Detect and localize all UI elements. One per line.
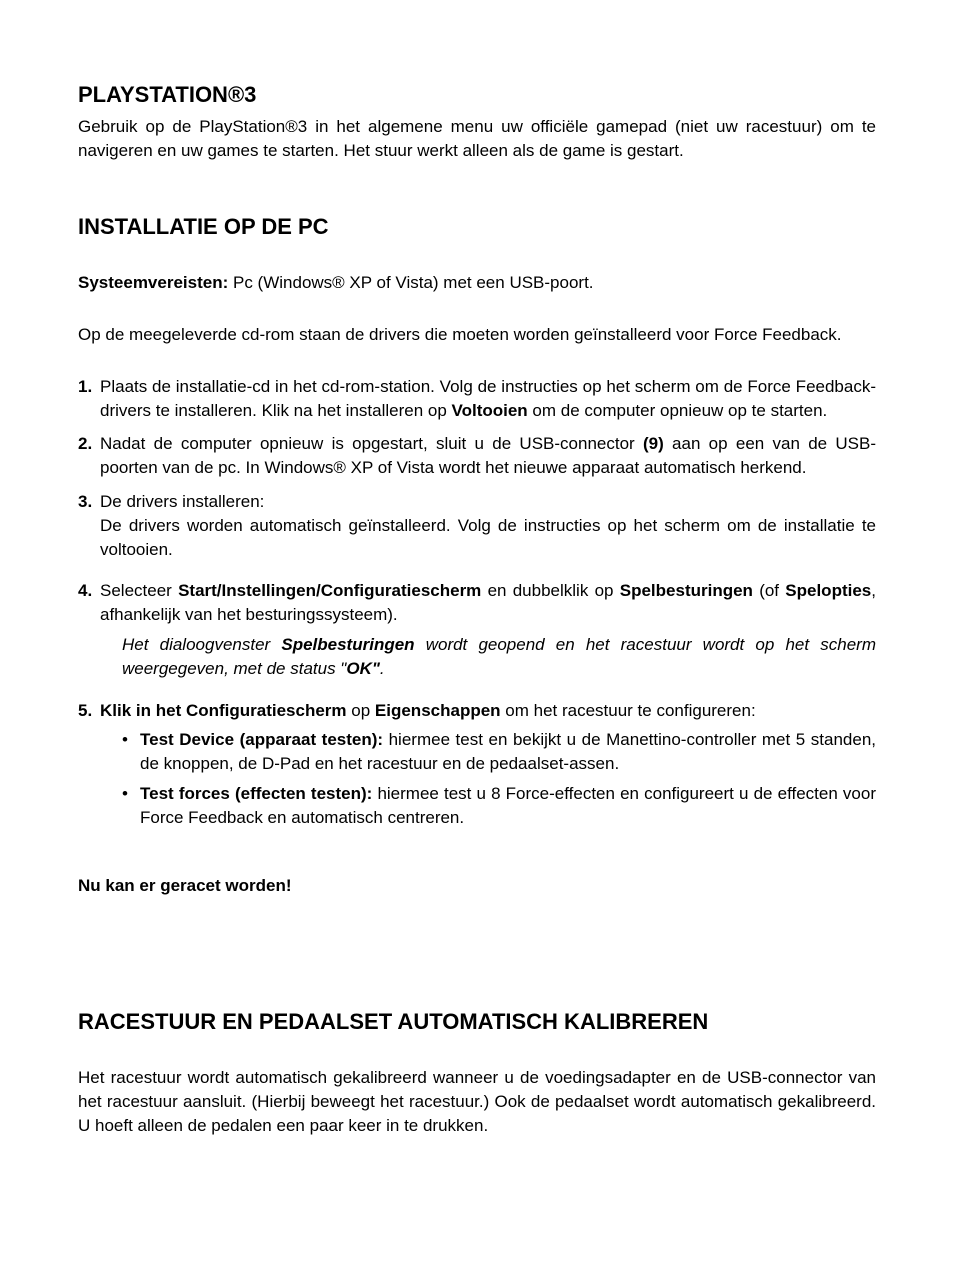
list-body: De drivers installeren: De drivers worde…	[100, 490, 876, 561]
section2-heading: INSTALLATIE OP DE PC	[78, 212, 876, 243]
bullet-2: • Test forces (effecten testen): hiermee…	[122, 782, 876, 830]
bullet-label: Test forces (effecten testen):	[140, 784, 372, 803]
text: (of	[753, 581, 785, 600]
item4-note: Het dialoogvenster Spelbesturingen wordt…	[122, 633, 876, 681]
text: De drivers installeren:	[100, 492, 264, 511]
list-body: Plaats de installatie-cd in het cd-rom-s…	[100, 375, 876, 423]
bold-text: Spelbesturingen	[620, 581, 753, 600]
text: om het racestuur te configureren:	[501, 701, 756, 720]
list-body: Nadat de computer opnieuw is opgestart, …	[100, 432, 876, 480]
text: Nadat de computer opnieuw is opgestart, …	[100, 434, 643, 453]
list-item-5: 5. Klik in het Configuratiescherm op Eig…	[78, 699, 876, 723]
bold-text: Klik in het Configuratiescherm	[100, 701, 347, 720]
section3-heading: RACESTUUR EN PEDAALSET AUTOMATISCH KALIB…	[78, 1007, 876, 1038]
bullet-1: • Test Device (apparaat testen): hiermee…	[122, 728, 876, 776]
req-label: Systeemvereisten:	[78, 273, 228, 292]
text: op	[347, 701, 375, 720]
list-item-2: 2. Nadat de computer opnieuw is opgestar…	[78, 432, 876, 480]
list-number: 1.	[78, 375, 100, 423]
document-page: PLAYSTATION®3 Gebruik op de PlayStation®…	[0, 0, 954, 1206]
bold-text: OK"	[346, 659, 380, 678]
system-requirements: Systeemvereisten: Pc (Windows® XP of Vis…	[78, 271, 876, 295]
list-number: 3.	[78, 490, 100, 561]
list-number: 5.	[78, 699, 100, 723]
list-body: Selecteer Start/Instellingen/Configurati…	[100, 579, 876, 627]
bold-text: (9)	[643, 434, 664, 453]
bullet-body: Test Device (apparaat testen): hiermee t…	[140, 728, 876, 776]
text: en dubbelklik op	[481, 581, 619, 600]
bullet-icon: •	[122, 782, 140, 830]
section1-body: Gebruik op de PlayStation®3 in het algem…	[78, 115, 876, 163]
bullet-body: Test forces (effecten testen): hiermee t…	[140, 782, 876, 830]
bold-text: Spelopties	[785, 581, 871, 600]
list-number: 4.	[78, 579, 100, 627]
list-item-1: 1. Plaats de installatie-cd in het cd-ro…	[78, 375, 876, 423]
list-item-3: 3. De drivers installeren: De drivers wo…	[78, 490, 876, 561]
bold-text: Start/Instellingen/Configuratiescherm	[178, 581, 481, 600]
section3-body: Het racestuur wordt automatisch gekalibr…	[78, 1066, 876, 1137]
section1-heading: PLAYSTATION®3	[78, 80, 876, 111]
text: Het dialoogvenster	[122, 635, 281, 654]
bullet-icon: •	[122, 728, 140, 776]
list-item-4: 4. Selecteer Start/Instellingen/Configur…	[78, 579, 876, 627]
text: Selecteer	[100, 581, 178, 600]
section2-intro: Op de meegeleverde cd-rom staan de drive…	[78, 323, 876, 347]
bold-text: Voltooien	[452, 401, 528, 420]
final-line: Nu kan er geracet worden!	[78, 874, 876, 898]
text: De drivers worden automatisch geïnstalle…	[100, 516, 876, 559]
text: .	[380, 659, 385, 678]
bold-text: Eigenschappen	[375, 701, 501, 720]
list-body: Klik in het Configuratiescherm op Eigens…	[100, 699, 876, 723]
text: om de computer opnieuw op te starten.	[528, 401, 828, 420]
list-number: 2.	[78, 432, 100, 480]
bullet-label: Test Device (apparaat testen):	[140, 730, 383, 749]
bold-text: Spelbesturingen	[281, 635, 414, 654]
req-text: Pc (Windows® XP of Vista) met een USB-po…	[228, 273, 593, 292]
